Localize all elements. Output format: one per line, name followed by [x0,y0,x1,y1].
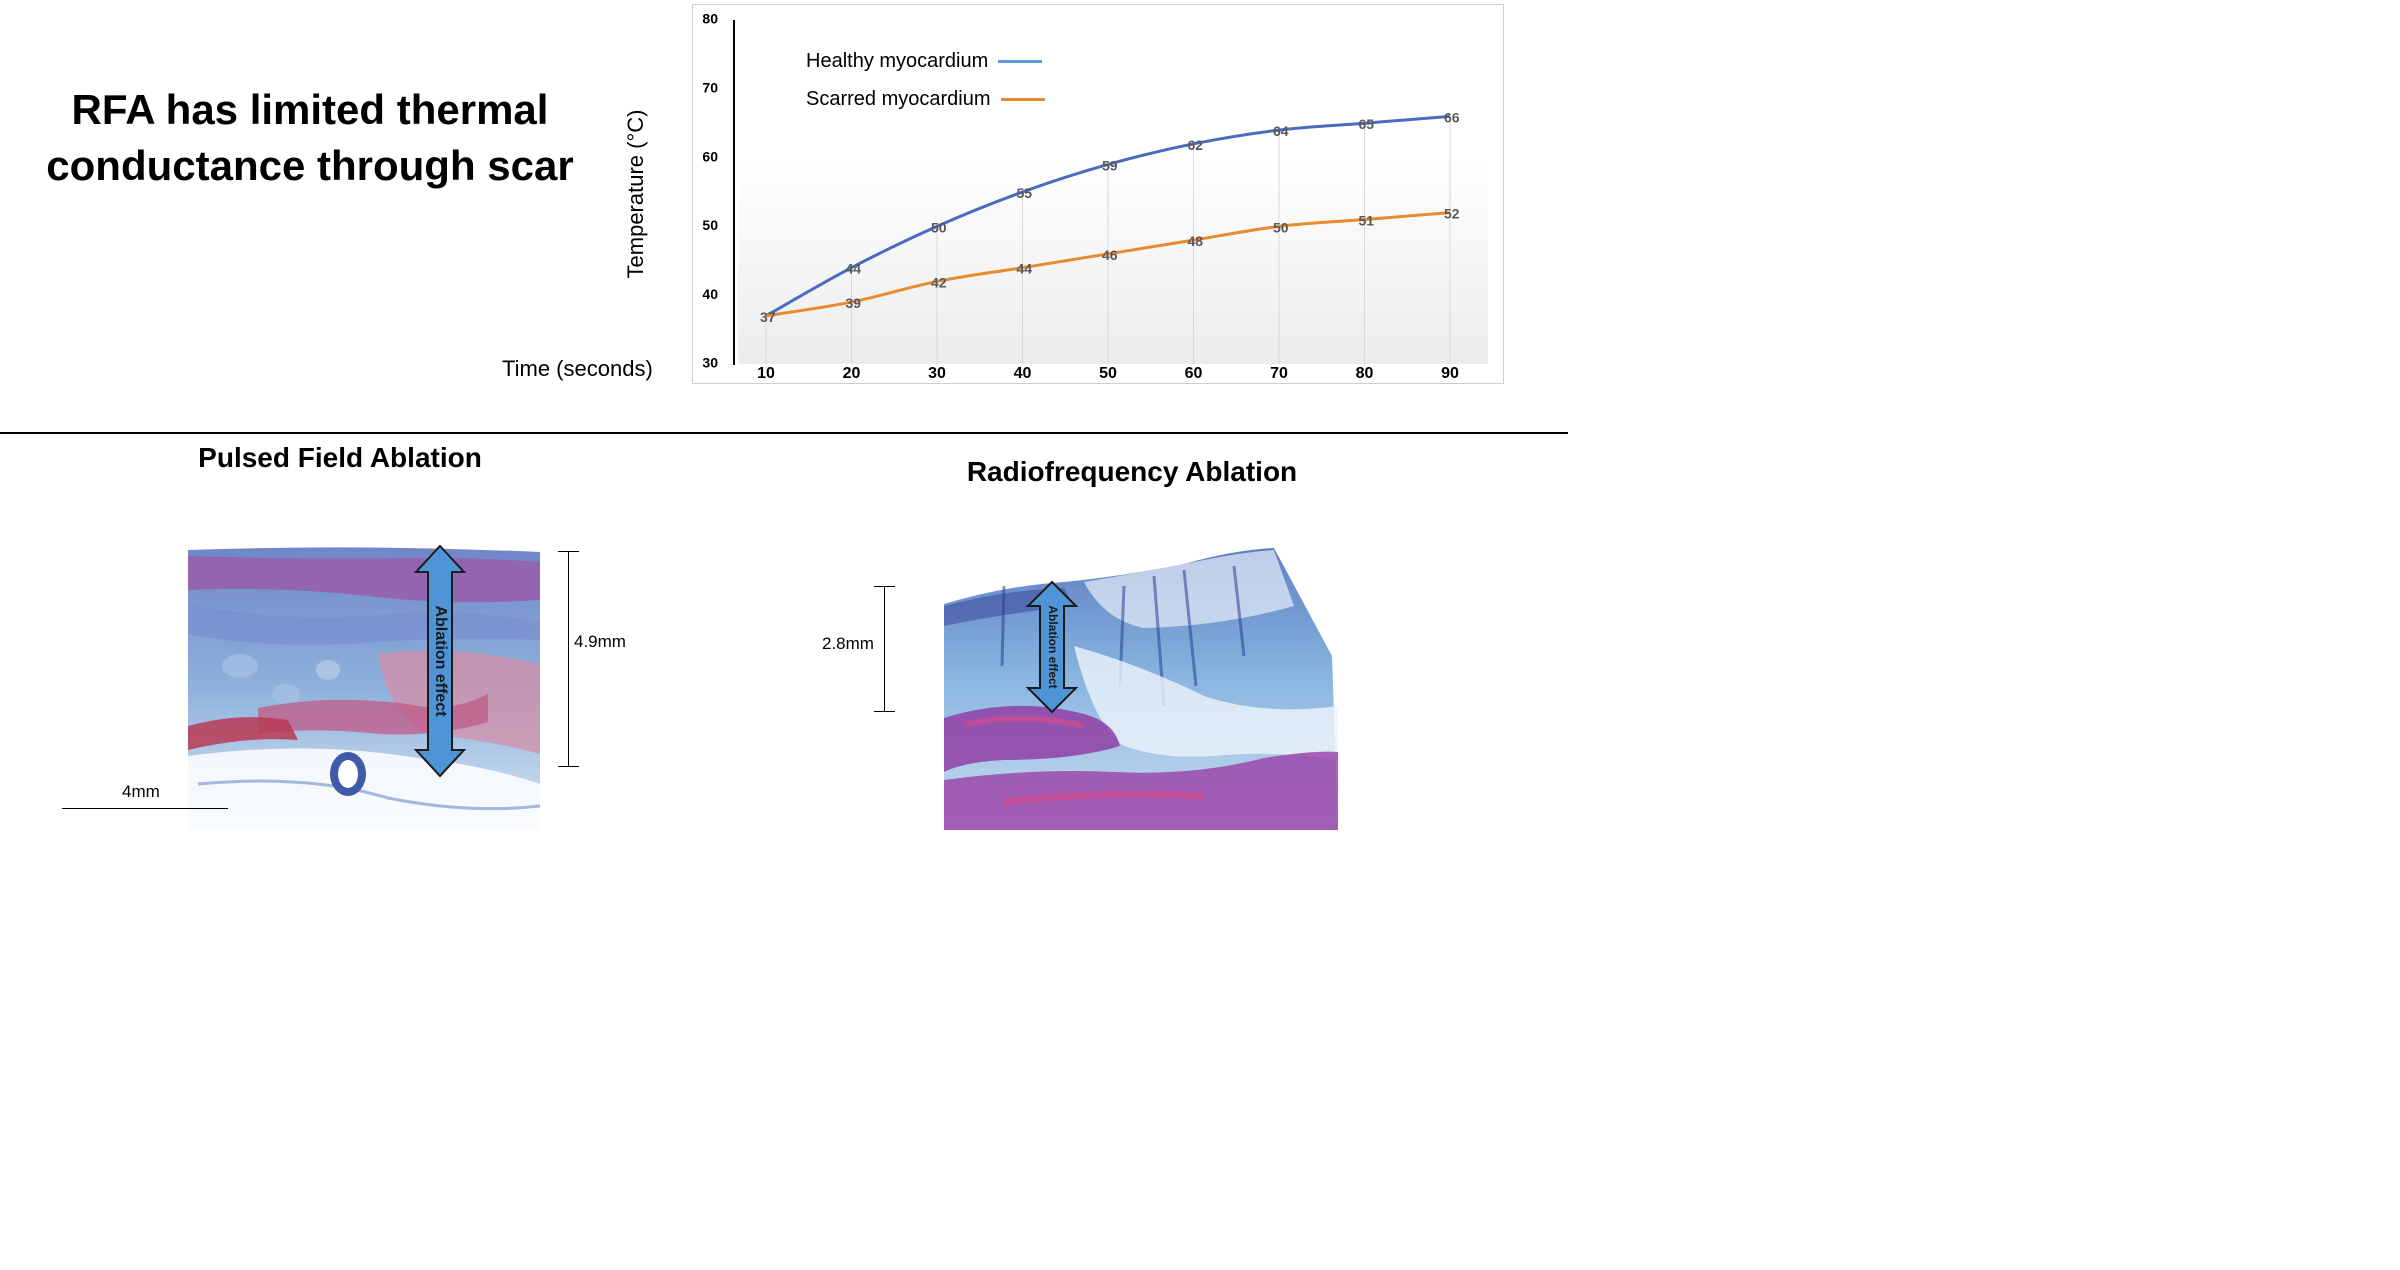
legend-label-scarred: Scarred myocardium [806,88,991,110]
x-axis-title: Time (seconds) [502,356,653,381]
y-axis-title-text: Temperature (°C) [623,109,648,279]
pfa-arrow-label: Ablation effect [432,605,449,717]
rfa-depth-bracket [874,586,895,712]
rfa-depth-label: 2.8mm [822,634,874,653]
section-divider [0,432,1568,434]
rfa-panel-title: Radiofrequency Ablation [966,456,1298,487]
pfa-ablation-arrow: Ablation effect [413,544,467,778]
slide-headline: RFA has limited thermal conductance thro… [20,82,600,194]
legend-item-healthy: Healthy myocardium [806,50,1043,73]
rfa-histology-image [944,548,1338,830]
pfa-depth-bracket [558,551,579,767]
legend-label-healthy: Healthy myocardium [806,50,989,72]
pfa-scalebar-label: 4mm [122,782,160,801]
headline-line-2: conductance through scar [46,142,574,189]
legend-swatch-healthy [998,60,1043,63]
rfa-arrow-label: Ablation effect [1046,605,1060,688]
rfa-ablation-arrow: Ablation effect [1025,580,1079,714]
pfa-panel-title: Pulsed Field Ablation [198,442,482,473]
pfa-histology-image [188,547,540,830]
legend-item-scarred: Scarred myocardium [806,88,1045,111]
pfa-depth-label: 4.9mm [574,632,626,651]
legend-swatch-scarred [1000,98,1045,101]
headline-line-1: RFA has limited thermal [71,86,549,133]
pfa-scalebar [62,808,228,809]
